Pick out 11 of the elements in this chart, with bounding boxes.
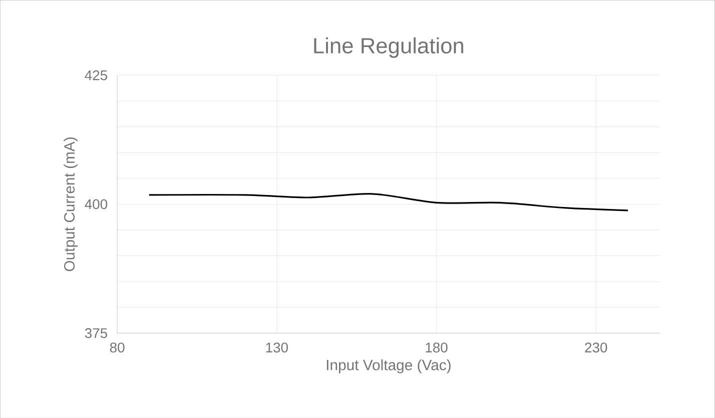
chart-title: Line Regulation [314, 37, 464, 58]
y-axis-title: Output Current (mA) [64, 137, 78, 271]
line-series [148, 192, 629, 212]
x-tick-label: 230 [585, 342, 608, 352]
y-tick-label: 375 [85, 328, 108, 338]
y-tick-label: 425 [84, 70, 108, 80]
x-axis-title: Input Voltage (Vac) [326, 359, 451, 374]
x-tick-label: 180 [426, 342, 448, 352]
y-tick-label: 400 [84, 199, 108, 209]
x-tick-label: 80 [110, 342, 124, 352]
x-tick-label: 130 [266, 342, 288, 352]
